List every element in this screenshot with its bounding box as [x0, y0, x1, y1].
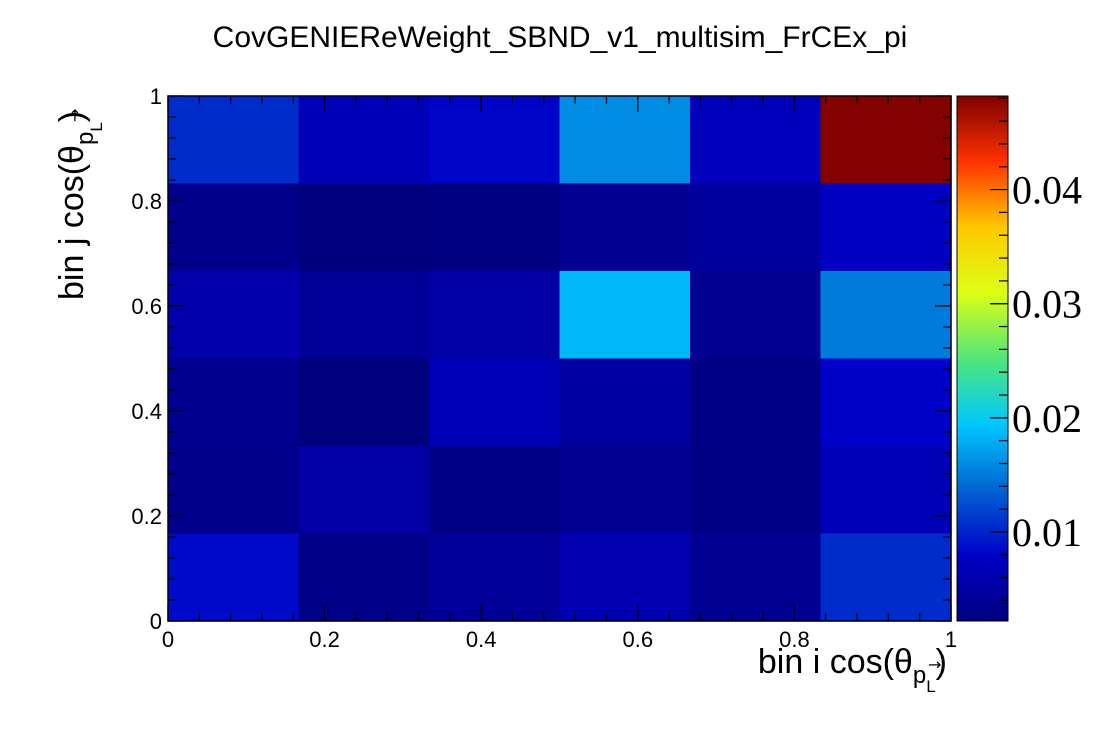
color-scale-ticks: 0.01 0.02 0.03 0.04 [990, 97, 1082, 602]
heatmap-cell [690, 358, 822, 447]
x-axis-label: bin i cos(θpL) [758, 643, 947, 696]
heatmap-cell [168, 533, 300, 622]
y-tick-label: 0 [150, 609, 162, 634]
heatmap-cell [559, 271, 691, 360]
heatmap-cell [690, 446, 822, 535]
heatmap-cells [168, 96, 952, 622]
heatmap-cell [429, 96, 561, 185]
heatmap-cell [820, 533, 952, 622]
heatmap-cell [298, 446, 430, 535]
heatmap-cell [168, 271, 300, 360]
x-tick-label: 0.4 [466, 627, 497, 652]
heatmap-cell [820, 96, 952, 185]
heatmap-cell [820, 183, 952, 272]
heatmap-cell [429, 271, 561, 360]
y-arrow-icon: → [65, 109, 84, 122]
heatmap-cell [429, 446, 561, 535]
z-tick-label: 0.03 [1012, 282, 1082, 327]
heatmap-cell [820, 446, 952, 535]
heatmap-cell [820, 358, 952, 447]
heatmap-cell [298, 533, 430, 622]
heatmap-cell [690, 183, 822, 272]
heatmap-cell [690, 96, 822, 185]
heatmap-cell [429, 533, 561, 622]
z-tick-label: 0.04 [1012, 168, 1082, 213]
heatmap-cell [559, 96, 691, 185]
y-tick-label: 1 [150, 84, 162, 109]
heatmap-cell [298, 271, 430, 360]
color-scale-frame [956, 95, 1009, 622]
chart-title: CovGENIEReWeight_SBND_v1_multisim_FrCEx_… [213, 21, 908, 54]
heatmap-cell [690, 271, 822, 360]
heatmap-cell [298, 96, 430, 185]
axis-ticks [167, 95, 952, 622]
heatmap-cell [820, 271, 952, 360]
heatmap-cell [168, 446, 300, 535]
heatmap-cell [168, 358, 300, 447]
z-tick-label: 0.02 [1012, 396, 1082, 441]
heatmap-cell [559, 533, 691, 622]
plot-frame [167, 95, 952, 622]
x-tick-label: 0.6 [623, 627, 654, 652]
color-scale-bar [957, 96, 1008, 621]
x-tick-label: 0 [162, 627, 174, 652]
heatmap-cell [168, 96, 300, 185]
heatmap-cell [559, 446, 691, 535]
x-tick-label: 1 [945, 627, 957, 652]
y-axis-label: bin j cos(θpL) [53, 111, 106, 300]
x-arrow-icon: → [928, 655, 941, 674]
heatmap-cell [559, 358, 691, 447]
heatmap-cell [559, 183, 691, 272]
heatmap-cell [690, 533, 822, 622]
axis-tick-labels: 0 0.2 0.4 0.6 0.8 1 0 0.2 0.4 0.6 0.8 1 [131, 84, 957, 652]
y-tick-label: 0.2 [131, 504, 162, 529]
y-tick-label: 0.6 [131, 294, 162, 319]
heatmap-cell [298, 358, 430, 447]
x-tick-label: 0.2 [309, 627, 340, 652]
heatmap-cell [168, 183, 300, 272]
x-tick-label: 0.8 [779, 627, 810, 652]
y-tick-label: 0.4 [131, 399, 162, 424]
z-tick-label: 0.01 [1012, 510, 1082, 555]
heatmap-cell [298, 183, 430, 272]
y-tick-label: 0.8 [131, 189, 162, 214]
heatmap-cell [429, 183, 561, 272]
heatmap-cell [429, 358, 561, 447]
